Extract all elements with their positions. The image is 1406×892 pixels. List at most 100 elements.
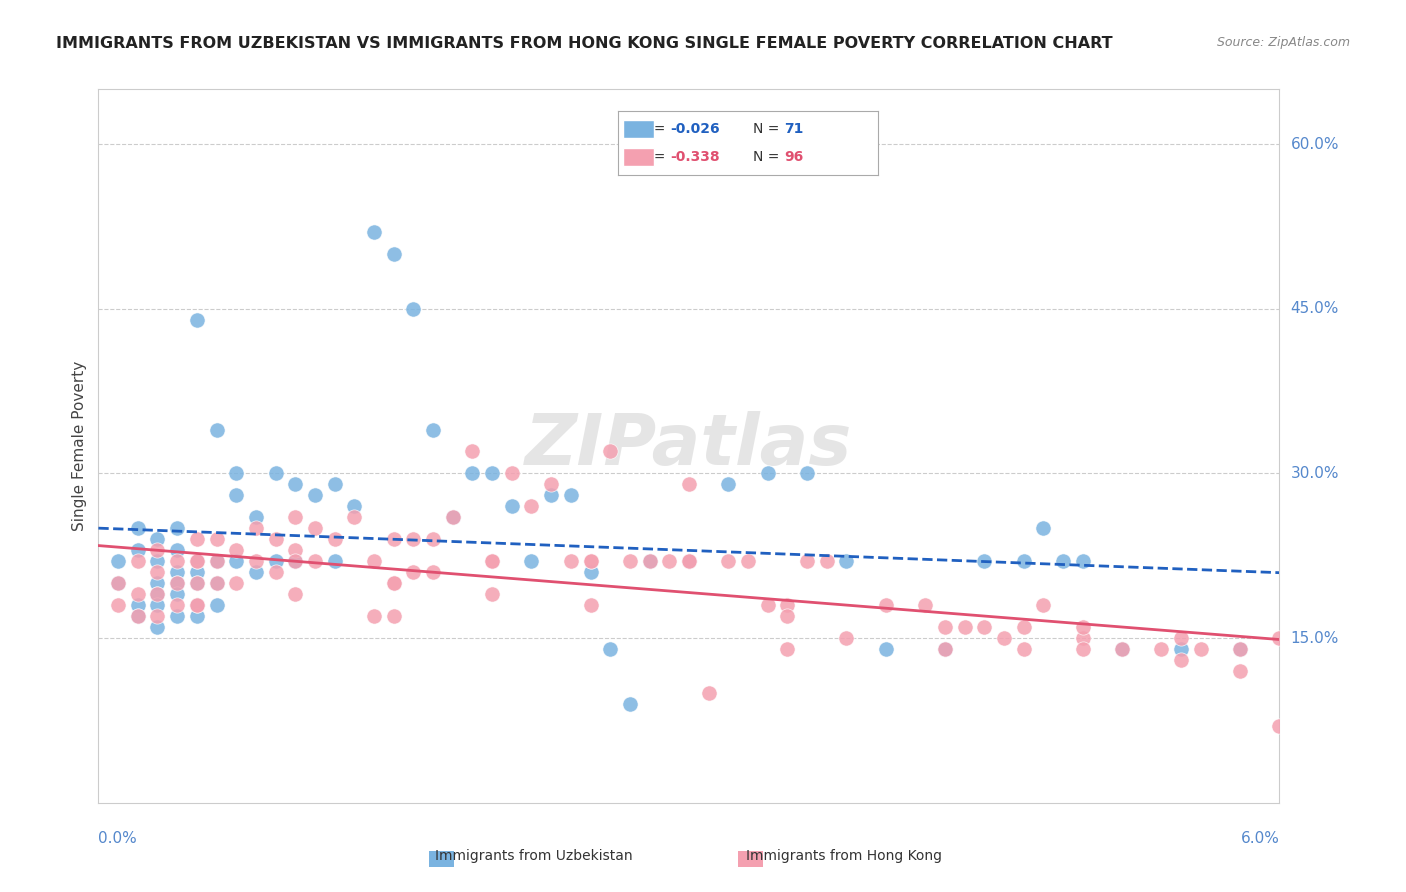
Point: [186, 566, 208, 580]
Point: [422, 533, 444, 547]
Point: [205, 423, 228, 437]
Point: [205, 554, 228, 568]
Point: [323, 477, 346, 491]
Point: [166, 587, 188, 601]
Text: 15.0%: 15.0%: [1291, 631, 1339, 646]
Point: [1032, 598, 1054, 612]
Point: [1012, 554, 1035, 568]
Point: [284, 477, 307, 491]
Point: [619, 554, 641, 568]
Point: [756, 467, 779, 481]
Point: [1170, 653, 1192, 667]
Point: [815, 554, 838, 568]
Point: [737, 554, 759, 568]
Point: [146, 587, 169, 601]
Point: [875, 642, 897, 657]
Point: [225, 554, 247, 568]
Point: [579, 554, 602, 568]
Point: [186, 576, 208, 591]
Point: [1071, 642, 1094, 657]
Point: [166, 576, 188, 591]
Point: [382, 576, 405, 591]
Point: [107, 576, 129, 591]
Point: [1229, 642, 1251, 657]
Point: [107, 576, 129, 591]
Point: [678, 554, 700, 568]
Point: [343, 500, 366, 514]
Text: IMMIGRANTS FROM UZBEKISTAN VS IMMIGRANTS FROM HONG KONG SINGLE FEMALE POVERTY CO: IMMIGRANTS FROM UZBEKISTAN VS IMMIGRANTS…: [56, 36, 1114, 51]
Point: [205, 598, 228, 612]
Point: [186, 598, 208, 612]
Text: 30.0%: 30.0%: [1291, 466, 1339, 481]
Point: [186, 554, 208, 568]
Text: Immigrants from Hong Kong: Immigrants from Hong Kong: [745, 849, 942, 863]
Text: 6.0%: 6.0%: [1240, 831, 1279, 847]
Point: [776, 598, 799, 612]
Point: [540, 477, 562, 491]
Point: [796, 554, 818, 568]
Point: [146, 620, 169, 634]
Point: [205, 576, 228, 591]
Point: [835, 554, 858, 568]
Point: [993, 631, 1015, 645]
Point: [186, 609, 208, 624]
Point: [127, 543, 149, 558]
Point: [186, 598, 208, 612]
Point: [520, 554, 543, 568]
Point: [225, 543, 247, 558]
Text: 60.0%: 60.0%: [1291, 136, 1339, 152]
Point: [304, 488, 326, 502]
Point: [579, 554, 602, 568]
Point: [284, 554, 307, 568]
Point: [1032, 521, 1054, 535]
Point: [186, 598, 208, 612]
Point: [520, 500, 543, 514]
Point: [382, 609, 405, 624]
Point: [284, 587, 307, 601]
Point: [461, 444, 484, 458]
Point: [1071, 631, 1094, 645]
Point: [1111, 642, 1133, 657]
Point: [225, 576, 247, 591]
Point: [186, 554, 208, 568]
Point: [422, 423, 444, 437]
Point: [166, 554, 188, 568]
Point: [166, 566, 188, 580]
Point: [835, 631, 858, 645]
Point: [304, 521, 326, 535]
Point: [166, 609, 188, 624]
Point: [481, 467, 503, 481]
Point: [402, 566, 425, 580]
Text: ZIPatlas: ZIPatlas: [526, 411, 852, 481]
Point: [441, 510, 464, 524]
Point: [225, 488, 247, 502]
Point: [638, 554, 661, 568]
Point: [284, 554, 307, 568]
Point: [481, 554, 503, 568]
Point: [579, 598, 602, 612]
Text: 45.0%: 45.0%: [1291, 301, 1339, 317]
Point: [166, 543, 188, 558]
Text: Immigrants from Uzbekistan: Immigrants from Uzbekistan: [436, 849, 633, 863]
Point: [934, 620, 956, 634]
Point: [934, 642, 956, 657]
Point: [756, 598, 779, 612]
Point: [560, 488, 582, 502]
Point: [166, 521, 188, 535]
Point: [186, 554, 208, 568]
Point: [205, 576, 228, 591]
Point: [914, 598, 936, 612]
Point: [973, 620, 995, 634]
Point: [776, 642, 799, 657]
Point: [127, 587, 149, 601]
Point: [127, 554, 149, 568]
Point: [382, 247, 405, 261]
Point: [382, 533, 405, 547]
Point: [973, 554, 995, 568]
Point: [205, 554, 228, 568]
Point: [245, 566, 267, 580]
Point: [1052, 554, 1074, 568]
Point: [146, 543, 169, 558]
Point: [127, 598, 149, 612]
Point: [441, 510, 464, 524]
